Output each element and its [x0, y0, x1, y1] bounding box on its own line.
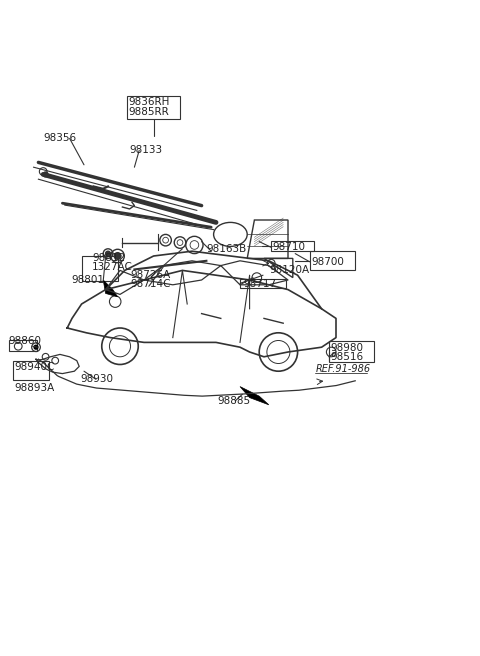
Text: 98930: 98930 — [81, 375, 114, 384]
Text: 98700: 98700 — [311, 256, 344, 267]
Text: REF.91-986: REF.91-986 — [316, 364, 371, 375]
Text: 98714C: 98714C — [131, 279, 171, 289]
Text: 98516: 98516 — [330, 352, 363, 362]
Text: 98163B: 98163B — [206, 244, 247, 254]
Text: 98860: 98860 — [9, 336, 42, 346]
Text: 98940C: 98940C — [14, 362, 55, 373]
Text: 98717: 98717 — [243, 279, 276, 289]
Circle shape — [106, 251, 110, 256]
Text: 98885: 98885 — [217, 396, 250, 406]
Text: 98893A: 98893A — [14, 384, 55, 394]
Bar — [240, 279, 286, 288]
Text: 98710: 98710 — [273, 242, 306, 253]
Text: 98356: 98356 — [43, 133, 76, 144]
Polygon shape — [240, 386, 269, 405]
Bar — [9, 340, 37, 351]
Text: 9836RH: 9836RH — [129, 97, 170, 108]
Text: 98812: 98812 — [92, 253, 125, 264]
Text: 98801: 98801 — [71, 275, 104, 285]
Circle shape — [114, 253, 121, 259]
Bar — [82, 256, 118, 281]
Bar — [13, 361, 49, 380]
Text: 98120A: 98120A — [270, 266, 310, 276]
Bar — [310, 251, 355, 270]
Bar — [127, 96, 180, 119]
Text: 9885RR: 9885RR — [129, 107, 169, 117]
Text: 98726A: 98726A — [131, 270, 171, 280]
Bar — [329, 341, 374, 361]
Bar — [271, 241, 314, 251]
Polygon shape — [103, 280, 118, 297]
Text: 1327AC: 1327AC — [92, 262, 133, 272]
Circle shape — [34, 345, 38, 349]
Text: 98980: 98980 — [330, 343, 363, 353]
Text: 98133: 98133 — [130, 146, 163, 155]
Circle shape — [43, 172, 48, 177]
